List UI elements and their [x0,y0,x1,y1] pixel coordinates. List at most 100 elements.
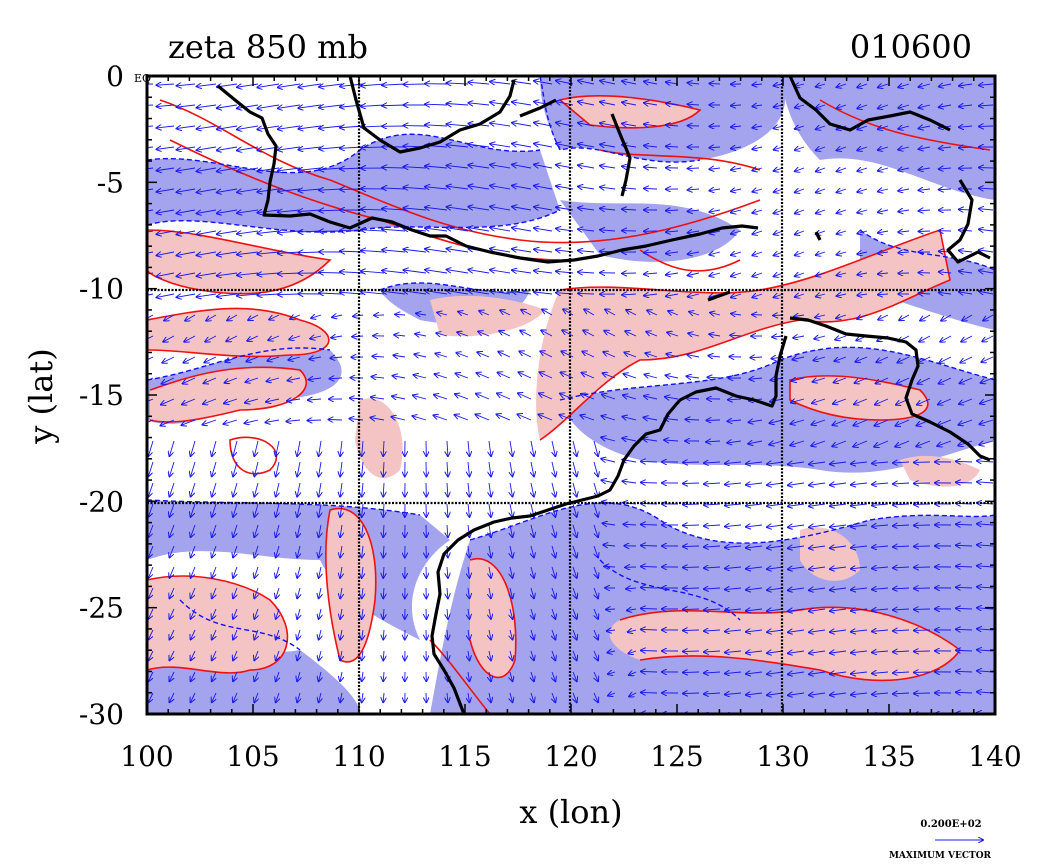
wind-vector [540,372,553,379]
wind-vector [490,207,511,211]
wind-vector [790,419,805,424]
wind-vector [254,461,258,476]
wind-vector [593,461,598,476]
wind-vector [148,587,154,598]
wind-vector [148,440,154,456]
wind-vector [837,252,847,255]
wind-vector [352,336,364,337]
wind-vector [605,309,616,316]
wind-vector [709,168,721,169]
wind-vector [197,84,217,86]
wind-vector [709,83,721,84]
wind-vector [191,440,196,456]
wind-vector [512,165,532,169]
wind-vector [667,332,679,336]
wind-vector [731,210,742,213]
wind-vector [960,377,973,383]
wind-vector [688,83,700,84]
y-tick-label: -20 [79,485,124,518]
wind-vector [425,228,448,231]
wind-vector [600,166,616,168]
wind-vector [237,84,259,87]
wind-vector [573,629,577,640]
wind-vector [809,693,826,695]
wind-vector [276,566,279,578]
wind-vector [725,588,742,590]
wind-vector [169,629,175,640]
wind-vector [604,566,616,567]
wind-vector [600,208,616,210]
wind-vector [350,398,364,399]
wind-vector [752,210,763,213]
wind-vector [644,396,658,399]
plot-title: zeta 850 mb [168,28,368,66]
wind-vector [177,168,196,171]
wind-vector [181,419,196,425]
wind-vector [857,252,868,254]
wind-vector [872,609,889,610]
wind-vector [940,335,952,342]
wind-vector [512,186,532,190]
wind-vector [872,651,889,652]
wind-vector [709,231,721,233]
wind-vector [979,209,994,210]
wind-vector [212,650,216,660]
x-tick-labels: 100 105 110 115 120 125 130 135 140 [120,740,1021,773]
wind-vector [393,376,406,378]
wind-vector [706,441,721,442]
wind-vector [383,545,384,557]
wind-vector [447,124,469,126]
wind-vector [809,651,826,653]
wind-vector [319,105,343,108]
wind-vector [937,419,952,425]
wind-vector [534,123,553,126]
wind-vector [854,398,868,404]
wind-vector [490,291,511,294]
wind-vector [382,167,406,168]
wind-vector [872,483,889,484]
wind-vector [157,84,175,85]
wind-vector [278,273,301,274]
wind-vector [340,461,342,476]
wind-vector [956,692,973,693]
wind-vector [600,102,616,105]
wind-vector [147,398,154,403]
wind-vector [601,416,616,421]
wind-vector [288,378,301,381]
wind-vector [920,314,931,321]
wind-vector [148,650,154,660]
wind-vector [468,207,490,211]
wind-vector [447,566,448,578]
wind-vector [456,353,469,358]
wind-vector [510,629,512,640]
wind-vector [447,524,448,537]
wind-vector [600,230,616,231]
wind-vector [212,482,217,497]
wind-vector [788,588,805,590]
wind-vector [531,629,534,640]
wind-vector [750,357,763,358]
wind-vector [893,693,910,694]
wind-vector [939,377,952,384]
wind-vector [489,545,491,557]
wind-vector [641,650,658,651]
wind-vector [704,483,721,484]
wind-vector [704,672,721,673]
wind-vector [340,440,342,456]
wind-vector [683,462,700,463]
wind-vector [478,331,490,337]
wind-vector [191,650,195,660]
wind-vector [601,437,616,441]
wind-vector [204,377,217,383]
wind-vector [572,440,577,456]
wind-vector [510,440,512,456]
wind-vector [177,105,196,107]
wind-vector [624,524,637,525]
wind-vector [177,273,196,276]
wind-vector [981,377,994,383]
x-tick-label: 135 [862,740,915,773]
wind-vector [361,147,385,148]
wind-vector [542,309,553,316]
wind-vector [872,546,889,547]
wind-vector [184,335,196,342]
